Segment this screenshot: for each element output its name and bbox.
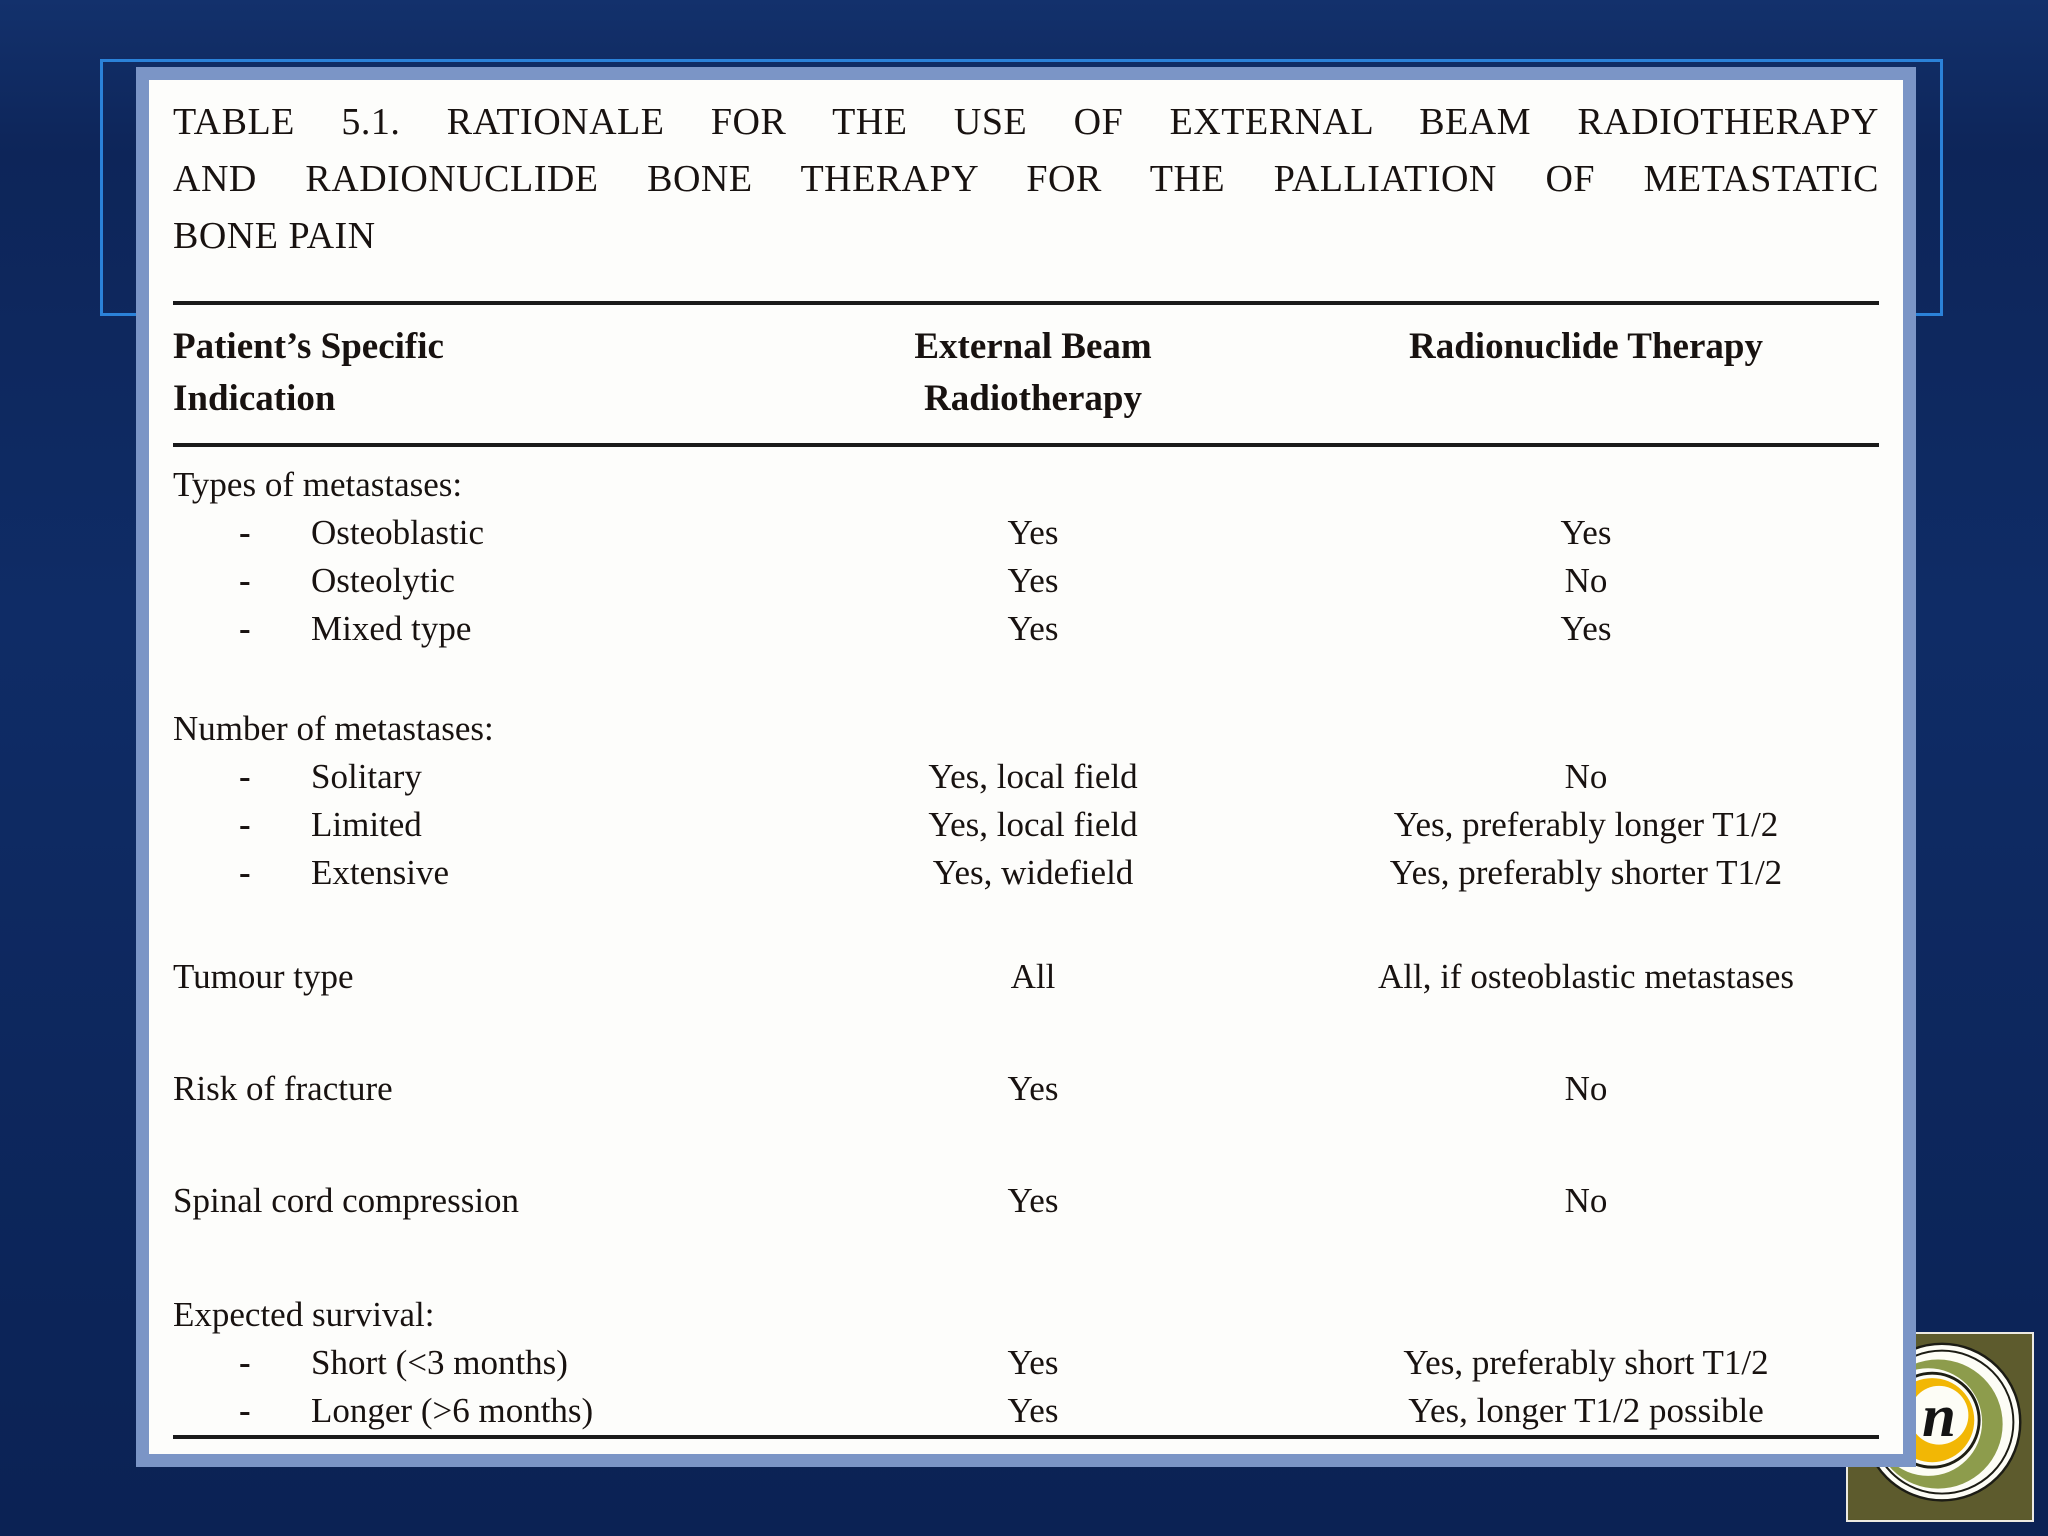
- table-row-section: Number of metastases:: [173, 705, 1879, 753]
- row-label: Number of metastases:: [173, 709, 494, 748]
- row-ebrt-value: Yes, local field: [928, 757, 1138, 796]
- table-title-line: AND RADIONUCLIDE BONE THERAPY FOR THE PA…: [173, 158, 1879, 200]
- dash-bullet: -: [239, 561, 251, 600]
- dash-bullet: -: [239, 1391, 251, 1430]
- row-label: Osteolytic: [311, 561, 455, 600]
- row-rnt-value: [1293, 1291, 1879, 1339]
- row-rnt-value: Yes, preferably short T1/2: [1403, 1343, 1769, 1382]
- table-row-section: Types of metastases:: [173, 461, 1879, 509]
- column-header-radionuclide: Radionuclide Therapy: [1409, 326, 1763, 367]
- row-rnt-value: [1293, 461, 1879, 509]
- table-rule-header: [173, 443, 1879, 447]
- row-rnt-value: Yes, preferably shorter T1/2: [1389, 853, 1783, 892]
- table-title-line: TABLE 5.1. RATIONALE FOR THE USE OF EXTE…: [173, 101, 1879, 143]
- column-header-indication: Patient’s Specific Indication: [173, 326, 444, 419]
- row-rnt-value: Yes: [1560, 513, 1612, 552]
- row-ebrt-value: Yes: [1007, 513, 1059, 552]
- table-row: - Short (<3 months) Yes Yes, preferably s…: [173, 1339, 1879, 1387]
- dash-bullet: -: [239, 1343, 251, 1382]
- table-row: Risk of fracture Yes No: [173, 1065, 1879, 1113]
- table-row: - Osteolytic Yes No: [173, 557, 1879, 605]
- table-row: - Limited Yes, local field Yes, preferabl…: [173, 801, 1879, 849]
- row-label: Osteoblastic: [311, 513, 485, 552]
- row-label: Spinal cord compression: [173, 1181, 520, 1220]
- row-rnt-value: [1293, 705, 1879, 753]
- row-ebrt-value: [773, 461, 1293, 509]
- dash-bullet: -: [239, 757, 251, 796]
- row-ebrt-value: Yes: [1007, 609, 1059, 648]
- dash-bullet: -: [239, 513, 251, 552]
- row-label: Limited: [311, 805, 422, 844]
- row-label: Solitary: [311, 757, 422, 796]
- row-ebrt-value: Yes: [1007, 1391, 1059, 1430]
- row-label: Short (<3 months): [311, 1343, 568, 1382]
- row-label: Tumour type: [173, 957, 354, 996]
- row-rnt-value: Yes: [1560, 609, 1612, 648]
- row-ebrt-value: [773, 705, 1293, 753]
- row-label: Expected survival:: [173, 1295, 435, 1334]
- row-label: Risk of fracture: [173, 1069, 393, 1108]
- row-rnt-value: Yes, preferably longer T1/2: [1393, 805, 1779, 844]
- row-label: Longer (>6 months): [311, 1391, 594, 1430]
- row-ebrt-value: Yes: [1007, 1343, 1059, 1382]
- row-ebrt-value: All: [1010, 957, 1056, 996]
- table-row: - Osteoblastic Yes Yes: [173, 509, 1879, 557]
- row-rnt-value: No: [1564, 757, 1608, 796]
- table-row-section: Expected survival:: [173, 1291, 1879, 1339]
- column-header-ebrt: External Beam Radiotherapy: [914, 326, 1152, 419]
- row-rnt-value: No: [1564, 1181, 1608, 1220]
- table-rule-bottom: [173, 1435, 1879, 1439]
- table-row: Spinal cord compression Yes No: [173, 1177, 1879, 1225]
- row-label: Types of metastases:: [173, 465, 463, 504]
- table-header-row: Patient’s Specific Indication External B…: [173, 305, 1879, 443]
- row-rnt-value: Yes, longer T1/2 possible: [1408, 1391, 1764, 1430]
- row-rnt-value: No: [1564, 1069, 1608, 1108]
- table-row: - Longer (>6 months) Yes Yes, longer T1/2…: [173, 1387, 1879, 1435]
- row-ebrt-value: Yes: [1007, 1181, 1059, 1220]
- table-row: - Mixed type Yes Yes: [173, 605, 1879, 653]
- table-title-line: BONE PAIN: [173, 215, 376, 257]
- row-ebrt-value: Yes: [1007, 1069, 1059, 1108]
- logo-letter-n: n: [1922, 1383, 1956, 1450]
- dash-bullet: -: [239, 805, 251, 844]
- row-ebrt-value: [773, 1291, 1293, 1339]
- dash-bullet: -: [239, 853, 251, 892]
- row-ebrt-value: Yes, widefield: [932, 853, 1134, 892]
- row-label: Extensive: [311, 853, 450, 892]
- table-panel: TABLE 5.1. RATIONALE FOR THE USE OF EXTE…: [136, 67, 1916, 1467]
- table-rule-top: [173, 301, 1879, 305]
- row-label: Mixed type: [311, 609, 472, 648]
- row-rnt-value: All, if osteoblastic metastases: [1377, 957, 1795, 996]
- row-rnt-value: No: [1564, 561, 1608, 600]
- row-ebrt-value: Yes, local field: [928, 805, 1138, 844]
- table-title: TABLE 5.1. RATIONALE FOR THE USE OF EXTE…: [173, 94, 1879, 265]
- row-ebrt-value: Yes: [1007, 561, 1059, 600]
- table-row: - Extensive Yes, widefield Yes, preferabl…: [173, 849, 1879, 897]
- dash-bullet: -: [239, 609, 251, 648]
- table-row: Tumour type All All, if osteoblastic met…: [173, 953, 1879, 1001]
- table-row: - Solitary Yes, local field No: [173, 753, 1879, 801]
